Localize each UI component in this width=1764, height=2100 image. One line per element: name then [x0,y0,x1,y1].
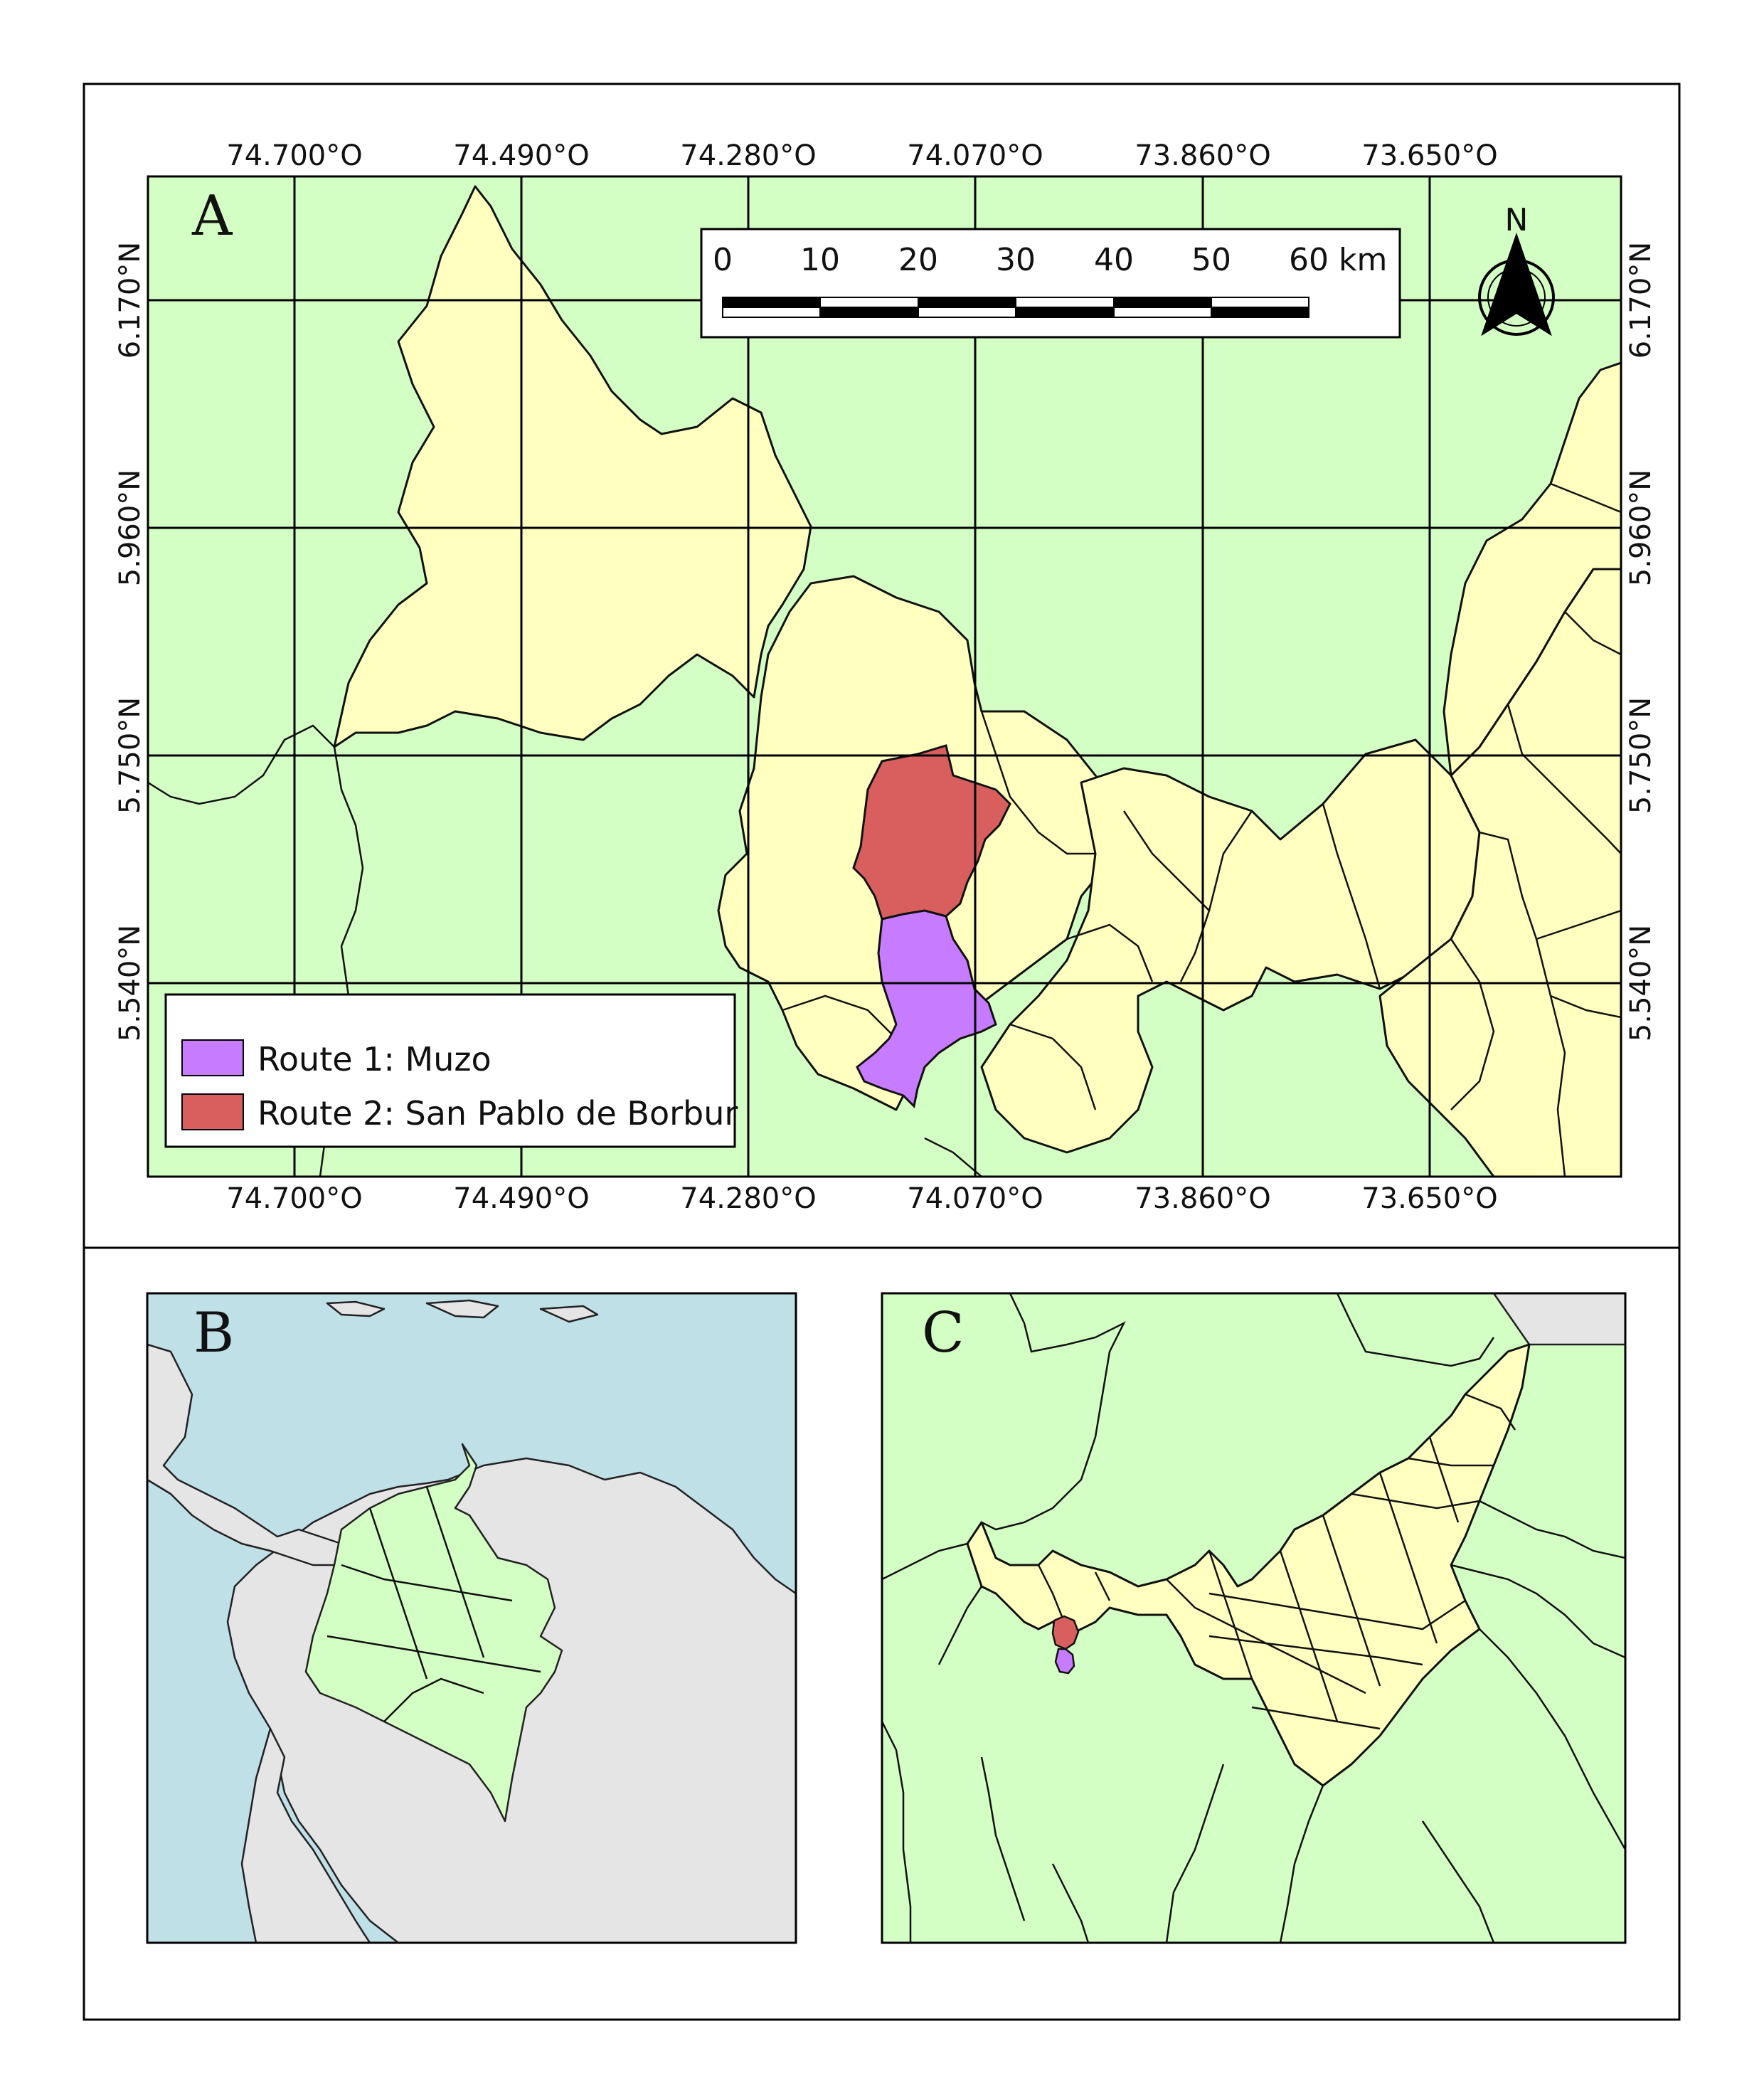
lat-label: 5.750°N [1625,697,1657,814]
land-caribbean-island [425,1299,499,1319]
panel-b-map: B [146,1292,797,1944]
scale-label: 40 [1094,242,1134,278]
lon-label: 74.700°O [226,1182,362,1215]
panel-b-letter: B [193,1301,234,1365]
scale-label: 30 [996,242,1036,278]
scale-label: 50 [1191,242,1231,278]
municipal-boundaries [782,482,1621,1177]
legend-item-route-1: Route 1: Muzo [181,1039,492,1078]
latitude-labels-left: 6.170°N 5.960°N 5.750°N 5.540°N [114,242,147,1041]
municipality-north-east [1442,361,1621,777]
river-south [924,1137,982,1177]
river-west-branch [148,724,335,805]
scale-label-km: 60 km [1289,242,1387,278]
legend-label: Route 2: San Pablo de Borbur [257,1094,738,1133]
scale-label: 0 [713,242,733,278]
panel-c-letter: C [922,1301,965,1365]
panel-a-letter: A [191,184,233,248]
lat-label: 5.540°N [1625,925,1657,1041]
municipality-north-west [333,185,812,748]
scale-bar-segments [722,297,1309,318]
north-label: N [1505,202,1529,238]
route-1-muzo [856,909,997,1109]
panel-a-frame [147,175,1622,1178]
legend-swatch [181,1093,244,1130]
longitude-labels-top: 74.700°O 74.490°O 74.280°O 74.070°O 73.8… [226,139,1497,172]
land-ecuador [240,1727,371,1943]
legend: Route 1: Muzo Route 2: San Pablo de Borb… [164,993,738,1148]
lat-label: 6.170°N [1625,242,1657,359]
scale-label: 20 [898,242,938,278]
land-central-america [147,1343,357,1566]
lon-label: 74.700°O [226,139,362,172]
lat-label: 5.960°N [114,470,147,586]
lon-label: 74.280°O [680,1182,816,1215]
panel-c-frame [881,1292,1627,1944]
land-caribbean-island [326,1300,386,1317]
panel-c-route-2 [1051,1615,1080,1650]
department-boundaries [882,1293,1625,1943]
lon-label: 73.650°O [1361,139,1497,172]
lon-label: 74.070°O [907,1182,1043,1215]
lat-label: 5.750°N [114,697,147,814]
scale-bar-ticks: 0 10 20 30 40 50 60 km [713,242,1387,278]
lon-label: 74.070°O [907,139,1043,172]
panel-c-map: C [881,1292,1627,1944]
legend-swatch [181,1039,244,1076]
land-venezuela-corner [1492,1293,1625,1346]
land-colombia [304,1443,563,1823]
land-caribbean-island [539,1305,599,1323]
route-2-san-pablo-de-borbur [852,744,1011,921]
figure-frame [83,83,1681,2021]
longitude-labels-bottom: 74.700°O 74.490°O 74.280°O 74.070°O 73.8… [226,1182,1497,1215]
lon-label: 73.860°O [1135,1182,1270,1215]
latitude-labels-right: 6.170°N 5.960°N 5.750°N 5.540°N [1625,242,1657,1041]
scale-label: 10 [800,242,840,278]
panel-b-frame [146,1292,797,1944]
legend-label: Route 1: Muzo [257,1040,492,1078]
lon-label: 74.280°O [680,139,816,172]
boyaca-municipalities [1037,1393,1516,1730]
lon-label: 73.860°O [1135,139,1270,172]
lon-label: 74.490°O [453,139,589,172]
lon-label: 73.650°O [1361,1182,1497,1215]
scale-bar: 0 10 20 30 40 50 60 km [700,228,1401,339]
lat-label: 5.960°N [1625,470,1657,586]
lat-label: 6.170°N [114,242,147,359]
colombia-departments [326,1486,541,1722]
legend-item-route-2: Route 2: San Pablo de Borbur [181,1093,738,1133]
north-arrow-icon: N [1478,202,1555,336]
lat-label: 5.540°N [114,925,147,1041]
panel-a-map: 74.700°O 74.490°O 74.280°O 74.070°O 73.8… [114,139,1657,1215]
lon-label: 74.490°O [453,1182,589,1215]
panel-c-route-1 [1054,1648,1075,1675]
